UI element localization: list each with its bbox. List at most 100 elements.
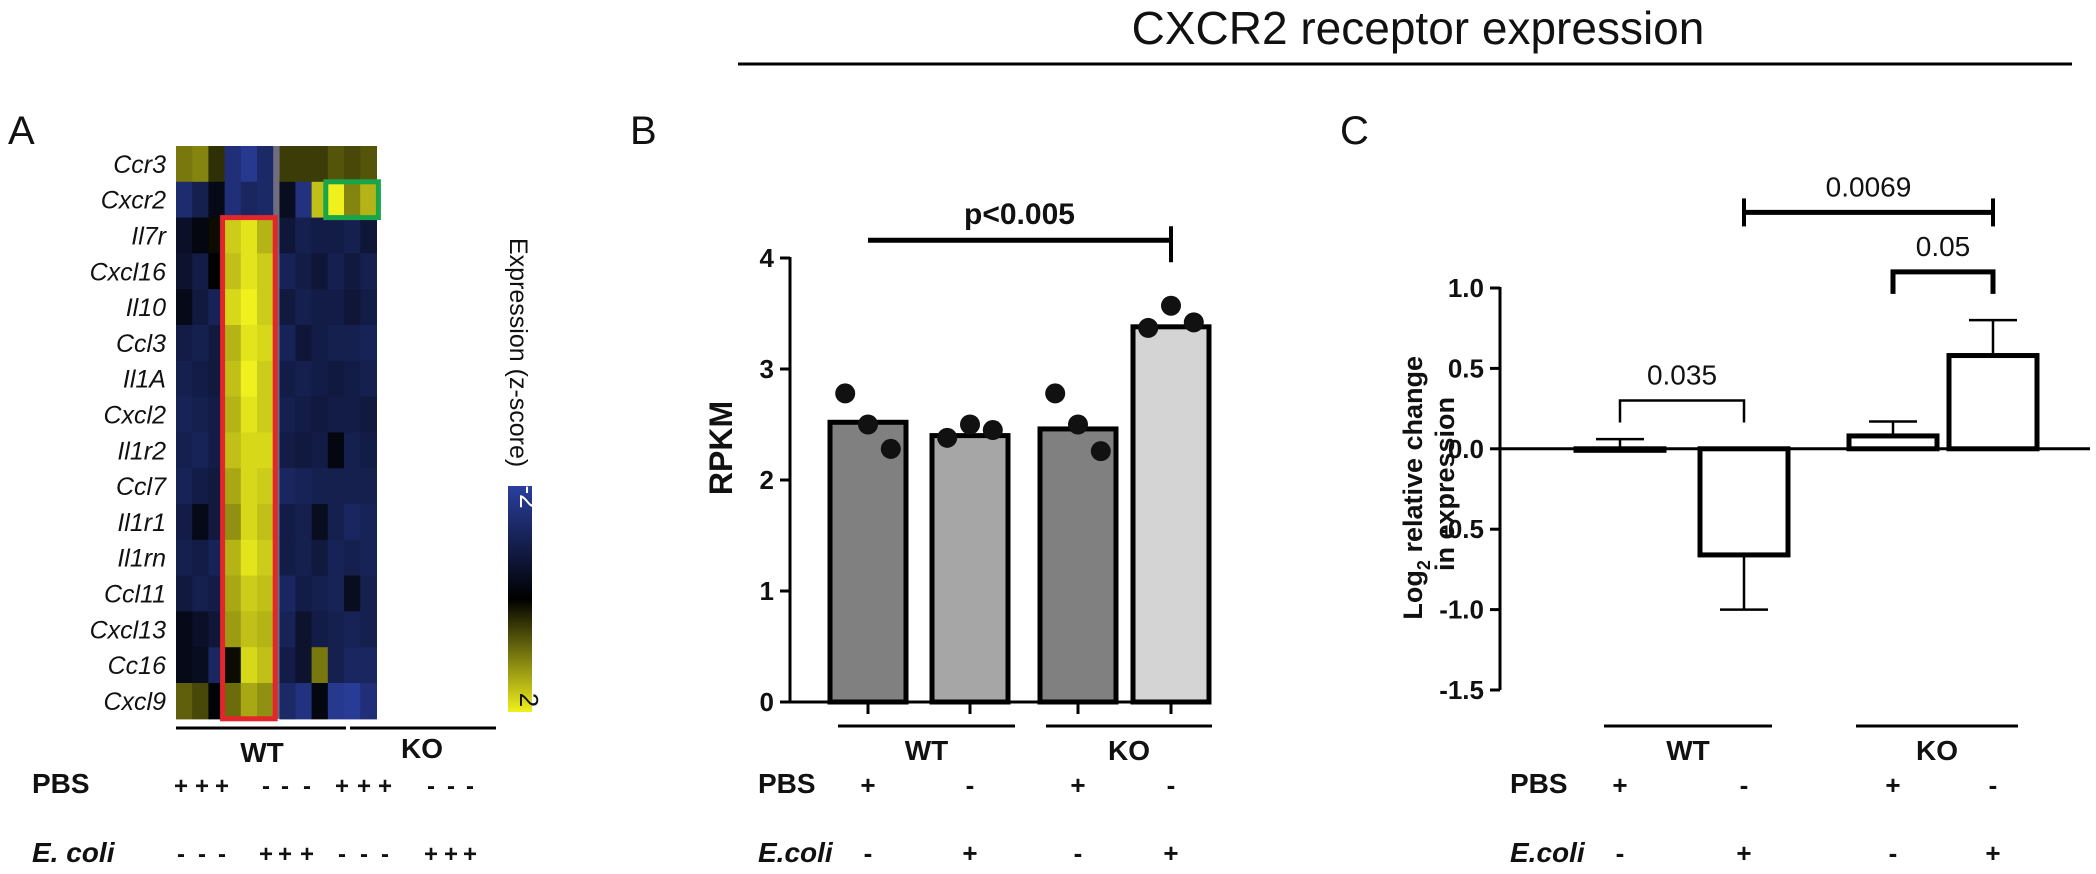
heatmap-cell: [176, 360, 193, 398]
heatmap-cell: [224, 647, 242, 684]
panel-c-bars: [1573, 318, 2040, 611]
heatmap-cell: [295, 253, 313, 290]
heatmap-cell: [176, 611, 193, 648]
heatmap-cell: [176, 539, 193, 577]
panel-c-pbs-sign: +: [1612, 770, 1627, 800]
heatmap-cell: [327, 325, 345, 362]
heatmap-row-label: Ccr3: [113, 151, 166, 179]
heatmap-ecoli-sign: -: [177, 841, 185, 868]
panel-b-bar: [827, 419, 909, 705]
panel-c-ecoli-sign: -: [1616, 838, 1625, 868]
heatmap-cell: [344, 539, 361, 577]
heatmap-cell: [311, 647, 329, 684]
panel-b-ecoli-sign: -: [864, 838, 873, 868]
heatmap-ecoli-sign: +: [259, 841, 273, 868]
heatmap-cell: [327, 647, 345, 684]
heatmap-cell: [176, 146, 193, 183]
heatmap-cell: [224, 217, 242, 254]
heatmap-cell: [327, 360, 345, 398]
heatmap-cell: [240, 181, 258, 219]
heatmap-cell: [360, 360, 377, 398]
heatmap-cell: [295, 539, 313, 577]
heatmap-cell: [360, 253, 377, 290]
panel-c-bar: [1846, 433, 1940, 452]
panel-c-ecoli-label: E.coli: [1510, 837, 1586, 868]
panel-c-letter: C: [1340, 109, 1369, 153]
heatmap-pbs-label: PBS: [32, 768, 90, 799]
panel-c-y-tick-label: -1.5: [1439, 675, 1484, 705]
panel-c-sig-label: 0.05: [1916, 231, 1971, 262]
heatmap-cell: [344, 611, 361, 648]
heatmap-cell: [295, 504, 313, 541]
panel-c-ylabel-log: Log: [1398, 570, 1428, 619]
heatmap-ecoli-sign: +: [300, 841, 314, 868]
heatmap-cell: [224, 396, 242, 433]
heatmap-cell: [311, 253, 329, 290]
heatmap-cell: [192, 217, 209, 254]
panel-b-ylabel: RPKM: [703, 401, 739, 495]
heatmap-cell: [192, 575, 209, 612]
heatmap-cell: [240, 217, 258, 254]
heatmap-cell: [360, 539, 377, 577]
heatmap-cell: [327, 289, 345, 326]
heatmap-cell: [311, 217, 329, 254]
panel-c-sig-label: 0.035: [1647, 360, 1717, 391]
heatmap-cell: [311, 504, 329, 541]
heatmap-cell: [279, 217, 296, 254]
heatmap-cell: [176, 181, 193, 219]
heatmap-cell: [295, 575, 313, 612]
heatmap-cell: [240, 647, 258, 684]
heatmap-cell: [360, 181, 377, 219]
panel-b-data-point: [880, 438, 901, 459]
heatmap-row-labels: Ccr3 Cxcr2 Il7r Cxcl16 Il10 Ccl3 Il1A Cxcl2 Il1r…: [90, 151, 168, 716]
panel-c-y-tick-label: -1.0: [1439, 595, 1484, 625]
panel-b-ko-label: KO: [1108, 735, 1150, 766]
heatmap-row-label: Cxcl16: [90, 258, 167, 286]
heatmap-row-label: Cxcl13: [90, 616, 167, 644]
heatmap-cells: [176, 146, 377, 720]
heatmap-cell: [192, 468, 209, 505]
heatmap-cell: [176, 325, 193, 362]
panel-b-pbs-sign: -: [966, 770, 975, 800]
heatmap-cell: [279, 181, 296, 219]
heatmap-cell: [176, 575, 193, 612]
heatmap-ecoli-sign: -: [218, 841, 226, 868]
heatmap-cell: [279, 360, 296, 398]
heatmap-ecoli-sign: -: [381, 841, 389, 868]
heatmap-cell: [360, 468, 377, 505]
heatmap-condition-signs: + + + - - - + + + - - -- - - + + + - - - + + +: [174, 773, 477, 868]
heatmap-cell: [311, 432, 329, 469]
heatmap-cell: [327, 539, 345, 577]
heatmap-cell: [327, 432, 345, 469]
heatmap-cell: [240, 611, 258, 648]
panel-c-ylabel-line2: in expression: [1430, 397, 1460, 571]
heatmap-row-label: Cxcr2: [101, 187, 166, 215]
panel-c-ylabel: Log2 relative change in expression: [1398, 348, 1460, 619]
heatmap-pbs-sign: -: [262, 773, 270, 800]
heatmap-cell: [257, 289, 274, 326]
heatmap-row-label: Ccl11: [104, 581, 166, 609]
heatmap-cell: [257, 432, 274, 469]
heatmap-cell: [344, 468, 361, 505]
heatmap-ecoli-sign: +: [444, 841, 458, 868]
heatmap-cell: [344, 217, 361, 254]
heatmap-pbs-sign: +: [195, 773, 209, 800]
heatmap-cell: [240, 539, 258, 577]
panel-b-ecoli-sign: +: [1163, 838, 1178, 868]
panel-b-bar: [1037, 426, 1119, 705]
heatmap-cell: [176, 289, 193, 326]
heatmap-cell: [224, 253, 242, 290]
panel-c-significance: 0.035 0.050.0069: [1618, 171, 1996, 423]
panel-c-ko-label: KO: [1916, 735, 1958, 766]
panel-b-sig-label: p<0.005: [964, 198, 1075, 231]
heatmap-cell: [279, 432, 296, 469]
heatmap-cell: [224, 539, 242, 577]
heatmap-wt-label: WT: [240, 737, 284, 768]
heatmap-cell: [240, 683, 258, 720]
panel-b-data-point: [1045, 383, 1066, 404]
panel-c-ecoli-sign: +: [1736, 838, 1751, 868]
panel-b-wt-label: WT: [905, 735, 949, 766]
heatmap-row-label: Il1A: [123, 366, 166, 394]
heatmap-cell: [295, 683, 313, 720]
heatmap-cell: [257, 611, 274, 648]
